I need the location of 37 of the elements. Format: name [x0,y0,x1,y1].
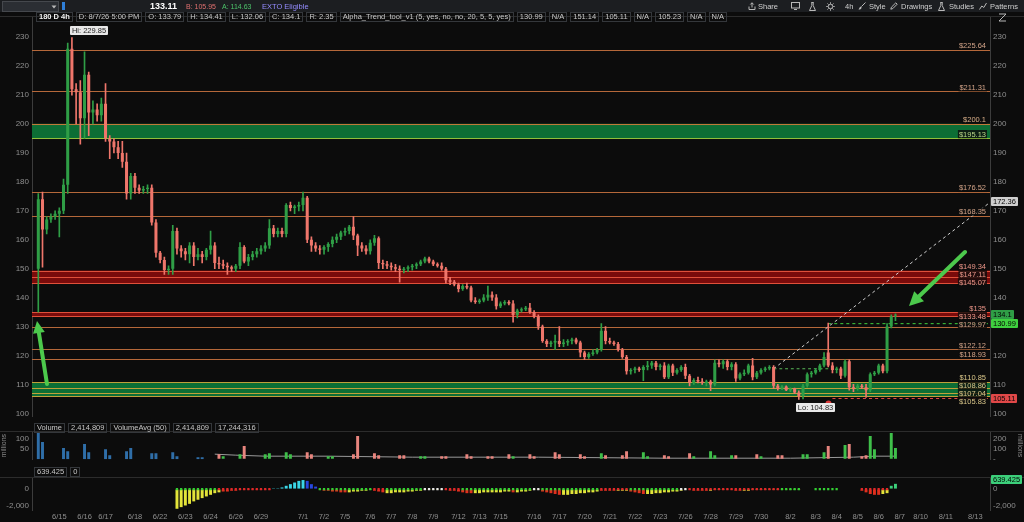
y2-tick-label: 100 [993,444,1007,454]
y2-tick-label: -2,000 [993,500,1017,510]
y-tick-label: 170 [15,206,30,216]
y2-tick-label: 200 [993,434,1007,444]
y-tick-label: 100 [15,434,30,444]
y2-tick-label: 180 [993,177,1007,187]
y2-tick-label: 190 [993,148,1007,158]
y-tick-label: 220 [15,61,30,71]
y-tick-label: 0 [24,484,30,494]
y2-tick-label: 0 [993,484,998,494]
y2-tick-label: 120 [993,350,1007,360]
y-tick-label: 120 [15,350,30,360]
y2-tick-label: 150 [993,263,1007,273]
y-tick-label: -2,000 [6,500,30,510]
y2-tick-label: - [993,454,996,464]
text: 133.11 [150,0,178,11]
y2-tick-label: 170 [993,206,1007,216]
y2-tick-label: 200 [993,119,1007,129]
y-tick-label: 100 [15,408,30,418]
y-tick-label: 180 [15,177,30,187]
y2-tick-label: 110 [993,379,1007,389]
y-tick-label: 190 [15,148,30,158]
y2-tick-label: 140 [993,292,1007,302]
y2-tick-label: 100 [993,408,1007,418]
y-tick-label: 110 [16,379,30,389]
y2-tick-label: 210 [993,90,1007,100]
y-tick-label: 150 [15,263,30,273]
y-tick-label: 140 [15,292,30,302]
y2-tick-label: 230 [993,32,1007,42]
y-tick-label: 160 [15,234,30,244]
y-tick-label: 230 [15,32,30,42]
y-tick-label: 50 [20,444,30,454]
y2-tick-label: 220 [993,61,1007,71]
y-tick-label: 130 [15,321,30,331]
y-tick-label: 210 [15,90,30,100]
y2-tick-label: 160 [993,234,1007,244]
y-tick-label: 200 [15,119,30,129]
